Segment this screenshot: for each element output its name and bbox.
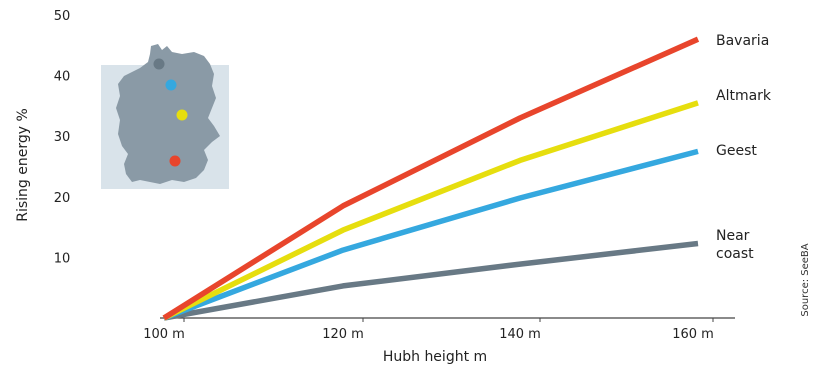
series-labels: Bavaria Altmark Geest Near coast	[716, 33, 772, 262]
germany-map-shape	[116, 44, 220, 184]
germany-map-inset	[101, 44, 229, 189]
x-tick-label: 100 m	[143, 327, 185, 342]
map-marker-altmark	[176, 109, 188, 121]
series-label-line: Altmark	[716, 88, 772, 104]
map-marker-near-coast	[153, 58, 165, 70]
series-label-altmark: Altmark	[716, 88, 772, 104]
y-axis-title: Rising energy %	[15, 108, 31, 222]
series-line-near-coast	[163, 240, 699, 321]
x-axis-title: Hubh height m	[383, 349, 487, 365]
series-line-altmark	[162, 100, 699, 321]
y-tick-label: 40	[54, 70, 71, 85]
x-tick-label: 160 m	[672, 327, 714, 342]
y-tick-label: 20	[54, 191, 71, 206]
y-axis: 10 20 30 40 50 Rising energy %	[15, 9, 70, 266]
source-note: Source: SeeBA	[800, 243, 811, 316]
map-marker-geest	[165, 79, 177, 91]
y-tick-label: 50	[54, 9, 71, 24]
series-label-line: coast	[716, 246, 754, 262]
x-tick-label: 120 m	[322, 327, 364, 342]
series-label-bavaria: Bavaria	[716, 33, 769, 49]
series-label-line: Bavaria	[716, 33, 769, 49]
series-label-near-coast: Near coast	[716, 228, 754, 262]
x-axis: 100 m 120 m 140 m 160 m Hubh height m	[143, 317, 735, 365]
series-line-geest	[163, 148, 699, 321]
series-line-bavaria	[162, 36, 700, 321]
y-tick-label: 30	[54, 130, 71, 145]
series-label-geest: Geest	[716, 143, 757, 159]
x-tick-label: 140 m	[499, 327, 541, 342]
y-tick-label: 10	[54, 251, 71, 266]
series-lines	[162, 36, 700, 321]
series-label-line: Geest	[716, 143, 757, 159]
series-label-line: Near	[716, 228, 750, 244]
map-marker-bavaria	[169, 155, 181, 167]
